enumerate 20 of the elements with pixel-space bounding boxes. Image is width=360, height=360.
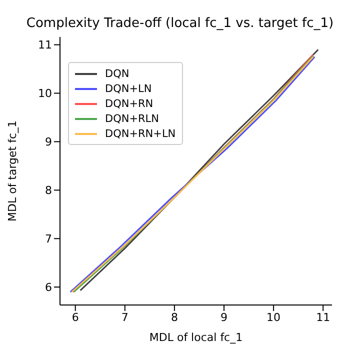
y-tick-label: 6 bbox=[45, 280, 52, 294]
legend-label: DQN+LN bbox=[105, 82, 152, 94]
legend-label: DQN bbox=[105, 68, 130, 80]
x-tick-label: 10 bbox=[266, 310, 281, 324]
x-tick-label: 11 bbox=[316, 310, 330, 324]
x-tick-label: 8 bbox=[170, 310, 178, 324]
y-tick-label: 7 bbox=[45, 232, 52, 246]
legend-label: DQN+RN bbox=[105, 98, 154, 110]
legend-label: DQN+RN+LN bbox=[105, 128, 176, 140]
x-tick-label: 9 bbox=[220, 310, 228, 324]
y-tick-label: 10 bbox=[38, 87, 52, 100]
y-tick-label: 11 bbox=[38, 38, 52, 52]
x-tick-label: 7 bbox=[121, 310, 128, 324]
y-tick-label: 8 bbox=[45, 184, 52, 198]
x-axis-title: MDL of local fc_1 bbox=[149, 331, 243, 344]
legend-label: DQN+RLN bbox=[105, 112, 160, 124]
x-tick-label: 6 bbox=[72, 310, 79, 324]
chart-title: Complexity Trade-off (local fc_1 vs. target fc_1) bbox=[25, 16, 335, 31]
y-tick-label: 9 bbox=[45, 136, 52, 149]
y-axis-title: MDL of target fc_1 bbox=[6, 120, 19, 222]
